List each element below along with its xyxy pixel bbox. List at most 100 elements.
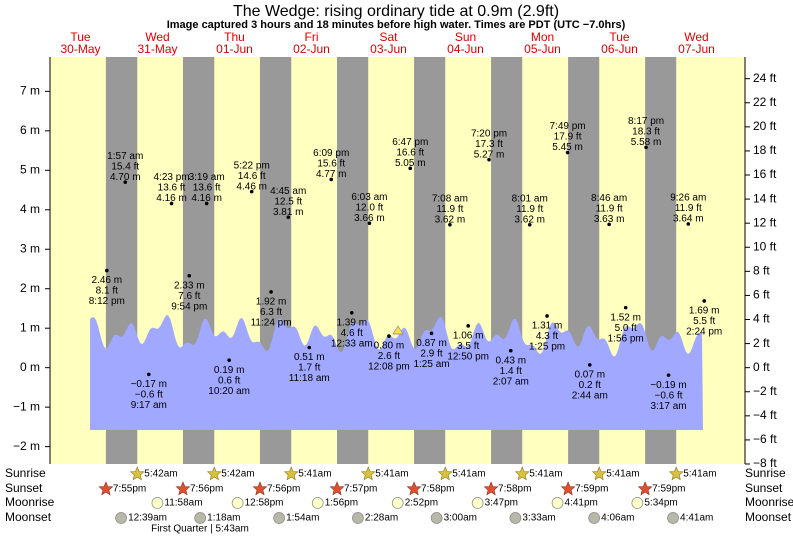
moonrise-icon xyxy=(631,497,644,509)
tide-label: 2:24 pm xyxy=(686,327,722,338)
tide-label: −0.17 m xyxy=(131,379,167,390)
tide-label: 13.6 ft xyxy=(193,183,221,194)
y2-tick-label: 12 ft xyxy=(753,215,777,229)
moonset-icon xyxy=(667,512,679,524)
y2-tick-label: 0 ft xyxy=(753,360,770,374)
tide-label: 0.2 ft xyxy=(579,380,601,391)
tide-label: 6:03 am xyxy=(351,192,387,203)
tide-label: −0.19 m xyxy=(650,380,686,391)
tide-label: 13.6 ft xyxy=(158,183,186,194)
day-date: 07-Jun xyxy=(678,42,715,56)
tide-label: −0.6 ft xyxy=(654,390,682,401)
tide-point xyxy=(702,299,706,303)
tide-label: 0.6 ft xyxy=(218,375,240,386)
tide-point xyxy=(249,189,254,194)
row-time: 11:58am xyxy=(164,498,202,509)
tide-label: 2:44 am xyxy=(572,391,608,402)
y2-tick-label: 14 ft xyxy=(753,191,777,205)
tide-label: 15.6 ft xyxy=(317,159,345,170)
tide-label: 4.16 m xyxy=(191,193,222,204)
y-tick-label: 7 m xyxy=(20,84,40,98)
row-time: 3:00am xyxy=(444,513,477,524)
day-weekday: Tue xyxy=(609,30,630,44)
row-label: Moonset xyxy=(5,510,52,524)
tide-label: 2:07 am xyxy=(493,376,529,387)
tide-label: 3.62 m xyxy=(514,214,545,225)
y2-tick-label: 10 ft xyxy=(753,239,777,253)
tide-point xyxy=(204,201,209,206)
y2-tick-label: 22 ft xyxy=(753,95,777,109)
moonset-icon xyxy=(588,512,601,524)
sunset-icon xyxy=(483,481,499,496)
row-time: 7:56pm xyxy=(267,484,300,495)
y2-tick-label: −8 ft xyxy=(753,456,777,470)
day-date: 05-Jun xyxy=(524,42,561,56)
row-time: 4:41am xyxy=(680,513,713,524)
y2-tick-label: 20 ft xyxy=(753,119,777,133)
tide-label: 11.9 ft xyxy=(436,204,463,215)
tide-label: 2.9 ft xyxy=(420,348,442,359)
tide-label: 1.39 m xyxy=(336,317,367,328)
tide-label: 5.05 m xyxy=(395,158,426,169)
tide-point xyxy=(623,305,628,310)
moonrise-icon xyxy=(551,497,564,509)
day-weekday: Fri xyxy=(305,30,319,44)
row-time: 7:58pm xyxy=(421,484,454,495)
tide-label: 8:12 pm xyxy=(89,296,125,307)
row-time: 7:58pm xyxy=(498,484,531,495)
tide-label: 0.07 m xyxy=(574,370,605,381)
tide-label: 1.7 ft xyxy=(298,363,320,374)
day-weekday: Thu xyxy=(224,30,245,44)
row-label: Sunset xyxy=(5,481,43,495)
day-date: 06-Jun xyxy=(601,42,638,56)
tide-point xyxy=(666,373,671,377)
tide-point xyxy=(545,314,549,318)
sunset-icon xyxy=(252,481,268,496)
day-date: 04-Jun xyxy=(447,42,484,56)
day-date: 03-Jun xyxy=(370,42,407,56)
day-weekday: Sun xyxy=(455,30,476,44)
tide-label: 0.80 m xyxy=(374,341,405,352)
tide-point xyxy=(169,201,174,206)
day-weekday: Mon xyxy=(531,30,554,44)
tide-point xyxy=(227,358,231,362)
row-label: Sunrise xyxy=(5,466,46,480)
tide-point xyxy=(187,273,192,278)
row-time: 5:34pm xyxy=(644,498,677,509)
tide-label: 4.3 ft xyxy=(536,331,558,342)
day-weekday: Sat xyxy=(379,30,398,44)
row-time: 5:42am xyxy=(221,469,254,480)
tide-label: 8:17 pm xyxy=(628,116,664,127)
tide-point xyxy=(607,222,611,227)
tide-label: 5:22 pm xyxy=(234,160,270,171)
sunrise-icon xyxy=(283,466,299,481)
tide-point xyxy=(146,372,151,377)
tide-label: 1:56 pm xyxy=(608,333,644,344)
sunset-icon xyxy=(175,481,191,496)
tide-label: 4.46 m xyxy=(236,181,267,192)
row-time: 4:41pm xyxy=(565,498,598,509)
row-time: 1:56pm xyxy=(325,498,358,509)
tide-point xyxy=(269,290,273,294)
row-time: 5:41am xyxy=(298,469,331,480)
row-time: 7:56pm xyxy=(190,484,223,495)
tide-label: 2.6 ft xyxy=(378,351,400,362)
tide-label: 3.66 m xyxy=(354,213,385,224)
day-date: 31-May xyxy=(137,42,177,56)
now-marker xyxy=(392,325,404,335)
moonset-icon xyxy=(430,512,443,524)
tide-label: 7:49 pm xyxy=(550,121,586,132)
tide-label: 5.27 m xyxy=(474,149,505,160)
row-time: 12:58pm xyxy=(245,498,284,509)
tide-label: 16.6 ft xyxy=(396,147,424,158)
tide-point xyxy=(644,145,648,150)
sunset-icon xyxy=(406,481,422,496)
tide-label: 0.43 m xyxy=(496,355,527,366)
tide-label: 15.4 ft xyxy=(111,161,139,172)
tide-point xyxy=(307,345,312,350)
tide-label: 3:17 am xyxy=(650,401,686,412)
row-time: 5:41am xyxy=(375,469,408,480)
row-time: 5:41am xyxy=(683,469,716,480)
tide-label: 8.1 ft xyxy=(96,286,118,297)
tide-label: 1:25 am xyxy=(413,359,449,370)
